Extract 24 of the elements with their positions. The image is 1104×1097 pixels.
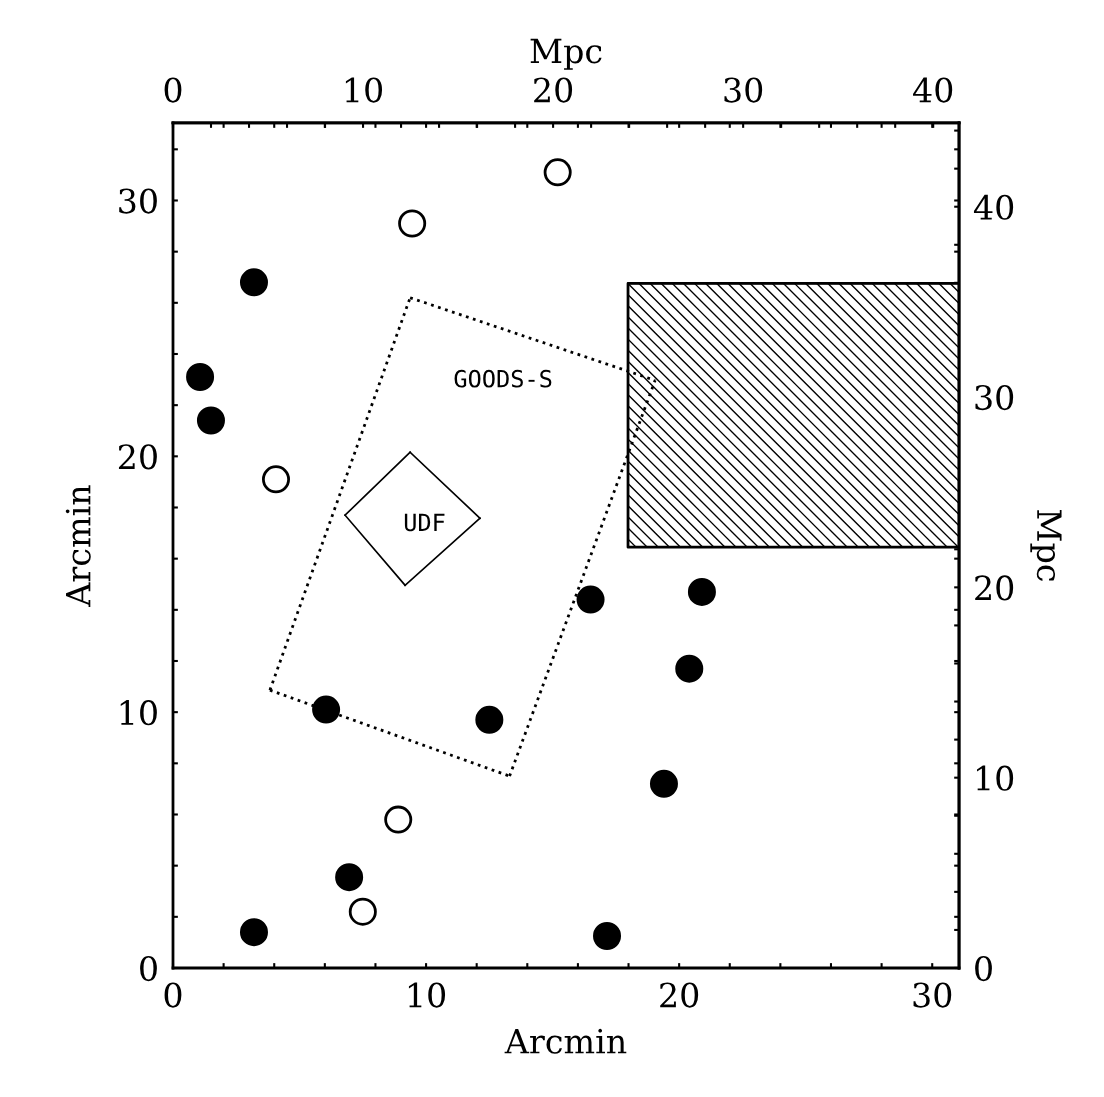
x2-tick-label: 0: [164, 77, 182, 103]
x-tick-label: 0: [164, 982, 182, 1008]
y-tick-label: 30: [119, 188, 157, 214]
y2-tick-label: 30: [975, 384, 1014, 411]
annotation: UDF: [404, 513, 445, 532]
x2-tick-label: 10: [345, 77, 383, 103]
y2-tick-label: 20: [975, 575, 1014, 601]
y-axis-title: Arcmin: [65, 485, 91, 607]
x2-tick-label: 40: [913, 77, 953, 103]
y2-tick-label: 10: [977, 765, 1014, 791]
y2-tick-label: 40: [973, 194, 1014, 220]
annotation: GOODS-S: [454, 369, 552, 388]
x-axis-title: Arcmin: [504, 1028, 627, 1054]
x-tick-label: 10: [408, 982, 446, 1008]
x2-tick-label: 20: [534, 77, 573, 103]
x2-tick-label: 30: [724, 77, 763, 103]
y-tick-label: 0: [140, 955, 157, 982]
x-tick-label: 20: [660, 982, 699, 1008]
x2-axis-title: Mpc: [530, 38, 602, 70]
x-tick-label: 30: [913, 982, 952, 1008]
y-tick-label: 10: [120, 700, 157, 726]
y2-tick-label: 0: [975, 955, 992, 982]
y-tick-label: 20: [118, 444, 157, 470]
y2-axis-title: Mpc: [1030, 510, 1062, 582]
